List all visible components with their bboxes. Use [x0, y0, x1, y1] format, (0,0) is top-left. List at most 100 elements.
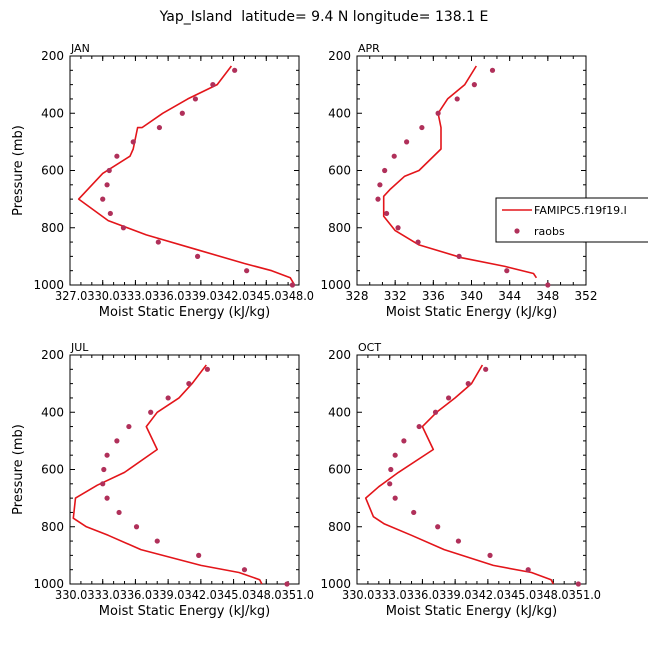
raob-point [416, 423, 422, 430]
raob-point [401, 438, 407, 444]
raob-point [487, 552, 493, 558]
legend-label-raobs: raobs [534, 225, 565, 238]
legend-label-model: FAMIPC5.f19f19.l [534, 204, 627, 217]
x-tick-labels: 327.0330.0333.0336.0339.0342.0345.0348.0 [55, 289, 314, 303]
raob-point [107, 210, 113, 217]
y-tick-label: 400 [328, 405, 351, 419]
model-line [382, 65, 538, 279]
raob-point [244, 268, 250, 274]
raob-point [104, 452, 110, 458]
legend-dot-swatch [514, 228, 520, 234]
raob-point [154, 538, 160, 544]
raob-point [179, 110, 185, 116]
raob-point [504, 268, 510, 274]
raob-point [392, 452, 398, 458]
raob-point [525, 567, 531, 573]
raob-point [241, 567, 248, 573]
y-tick-label: 200 [328, 348, 351, 362]
raob-point [446, 395, 452, 401]
raob-point [455, 538, 462, 544]
y-tick-label: 1000 [320, 278, 351, 292]
raob-point [456, 253, 462, 259]
x-axis-title: Moist Static Energy (kJ/kg) [99, 604, 270, 619]
legend-box [495, 197, 648, 243]
y-tick-label: 600 [328, 463, 351, 477]
raob-point [375, 196, 381, 202]
raob-point [100, 196, 106, 202]
y-tick-label: 400 [328, 106, 351, 120]
raob-point [155, 239, 161, 245]
plot-frame [69, 55, 300, 286]
panel-jul: JUL 200 400 600 800 1000330.0333.0336.0339.03… [11, 341, 314, 619]
panel-jan: JAN 200 400 600 800 1000327.0330.0333.0336.03… [11, 42, 314, 320]
x-axis-title: Moist Static Energy (kJ/kg) [99, 305, 270, 320]
raob-point [204, 366, 210, 372]
raob-point [471, 82, 477, 88]
raob-point [435, 110, 441, 116]
panel-label: OCT [358, 341, 381, 354]
model-line [77, 65, 296, 286]
model-line [364, 364, 555, 585]
x-tick-labels: 330.0333.0336.0339.0342.0345.0348.0351.0 [342, 588, 601, 602]
y-tick-label: 600 [328, 164, 351, 178]
raob-point [382, 167, 388, 174]
panel-label: APR [358, 42, 380, 55]
raob-point [483, 366, 489, 372]
raob-point [210, 82, 216, 88]
x-tick-label: 332 [384, 289, 407, 303]
panel-label: JAN [70, 42, 90, 55]
raob-point [232, 67, 238, 73]
raob-point [387, 481, 393, 487]
raob-point [575, 581, 581, 587]
x-axis-title: Moist Static Energy (kJ/kg) [386, 305, 557, 320]
panel-oct: OCT 200 400 600 800 1000330.0333.0336.0339.03… [320, 341, 601, 619]
raob-point [284, 581, 290, 587]
figure-title: Yap_Island latitude= 9.4 N longitude= 13… [159, 9, 489, 25]
x-tick-labels: 330.0333.0336.0339.0342.0345.0348.0351.0 [55, 588, 314, 602]
raob-point [192, 96, 199, 102]
y-tick-label: 800 [328, 221, 351, 235]
x-tick-label: 352 [575, 289, 598, 303]
raob-point [148, 409, 154, 415]
raob-point [104, 182, 110, 188]
raob-point [120, 225, 127, 231]
x-tick-label: 344 [498, 289, 521, 303]
x-tick-label: 348 [536, 289, 559, 303]
raob-point [104, 495, 110, 501]
y-tick-label: 600 [41, 164, 64, 178]
raob-point [133, 524, 140, 530]
raob-point [156, 124, 163, 131]
y-tick-label: 400 [41, 405, 64, 419]
raob-point [419, 124, 425, 131]
raob-point [377, 182, 383, 188]
panels: JAN2004006008001000327.0330.0333.0336.03… [11, 42, 648, 619]
raob-point [114, 153, 120, 159]
raob-point [130, 139, 136, 145]
raob-point [289, 282, 296, 288]
raob-point [415, 239, 421, 245]
raob-point [106, 167, 112, 174]
raob-point [404, 139, 410, 145]
raob-point [435, 524, 441, 530]
y-tick-label: 800 [41, 221, 64, 235]
raob-point [388, 466, 394, 473]
y-tick-label: 800 [41, 520, 64, 534]
model-line [72, 364, 263, 585]
y-axis-title: Pressure (mb) [11, 424, 26, 515]
plot-frame [356, 55, 587, 286]
raob-point [465, 381, 471, 387]
y-tick-label: 200 [41, 49, 64, 63]
x-tick-label: 328 [346, 289, 369, 303]
y-axis-title: Pressure (mb) [11, 125, 26, 216]
y-tick-label: 1000 [33, 577, 64, 591]
raob-point [165, 395, 171, 401]
y-tick-label: 400 [41, 106, 64, 120]
raob-point [391, 153, 397, 159]
raob-point [186, 381, 192, 387]
raob-point [126, 423, 132, 430]
raob-point [454, 96, 460, 102]
y-tick-label: 1000 [33, 278, 64, 292]
raob-point [100, 481, 106, 487]
raob-point [432, 409, 439, 415]
